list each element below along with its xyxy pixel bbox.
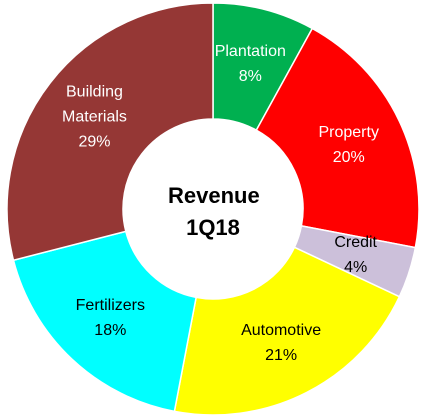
donut-slice [173, 246, 401, 416]
slice-label: Credit 4% [306, 230, 406, 280]
slice-label: Automotive 21% [231, 318, 331, 368]
value-label: 18% [94, 322, 127, 340]
slice-label: Property 20% [299, 120, 399, 170]
value-label: 20% [332, 149, 365, 167]
category-label: Fertilizers [75, 297, 145, 315]
slice-label: Building Materials 29% [44, 80, 144, 155]
slice-label: Fertilizers 18% [60, 293, 160, 343]
value-label: 29% [78, 133, 111, 151]
slice-label: Plantation 8% [200, 39, 300, 89]
value-label: 4% [344, 259, 368, 277]
category-label: Credit [334, 234, 377, 252]
category-label: Plantation [214, 42, 286, 60]
donut-slice [12, 230, 198, 413]
chart-title: Revenue 1Q18 [168, 183, 260, 240]
donut-slice [255, 27, 420, 249]
donut-slice [6, 2, 214, 262]
category-label: Building Materials [62, 83, 127, 126]
value-label: 8% [238, 67, 262, 85]
category-label: Property [318, 124, 379, 142]
value-label: 21% [265, 346, 298, 364]
category-label: Automotive [241, 321, 322, 339]
